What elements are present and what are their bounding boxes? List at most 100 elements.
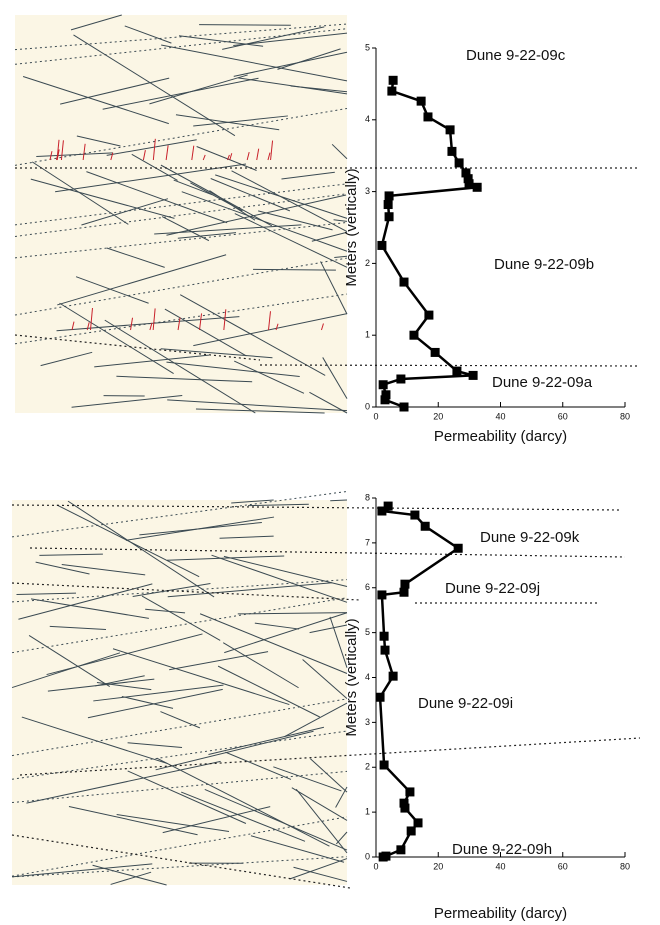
sketch-mark [110, 152, 114, 161]
sketch-stroke [330, 499, 348, 502]
sketch-stroke [233, 32, 348, 46]
sketch-stroke [204, 788, 348, 851]
sketch-mark [229, 153, 233, 161]
annotation: Dune 9-22-09j [445, 580, 540, 597]
y-tick-label: 8 [365, 492, 370, 502]
data-point [381, 390, 391, 400]
boundary [11, 504, 621, 511]
sketch-stroke [222, 26, 325, 50]
sketch-bedding [11, 490, 348, 538]
data-point [406, 826, 416, 836]
sketch-mark [60, 140, 64, 161]
sketch-lines [11, 490, 348, 886]
sketch-mark [320, 323, 324, 331]
sketch-stroke [199, 613, 348, 674]
sketch-stroke [167, 399, 348, 412]
sketch-stroke [295, 788, 348, 854]
sketch-stroke [26, 760, 221, 804]
sketch-stroke [127, 770, 247, 824]
y-tick-label: 6 [365, 582, 370, 592]
annotation: Dune 9-22-09c [466, 47, 566, 64]
data-point [464, 179, 474, 189]
sketch-stroke [217, 665, 320, 718]
sketch-stroke [329, 616, 348, 668]
data-point [423, 112, 433, 122]
data-point [399, 587, 409, 597]
sketch-stroke [94, 354, 209, 368]
annotation: Dune 9-22-09k [480, 529, 580, 546]
sketch-stroke [289, 858, 348, 880]
x-tick-label: 60 [558, 861, 568, 871]
y-tick-label: 3 [365, 186, 370, 196]
sketch-stroke [173, 179, 213, 196]
sketch-stroke [39, 553, 103, 556]
sketch-stroke [55, 163, 247, 193]
data-point [424, 310, 434, 320]
sketch-mark [55, 151, 59, 161]
boundary [14, 334, 261, 361]
sketch-mark [165, 145, 169, 161]
sketch-mark [82, 143, 86, 161]
boundary [11, 582, 361, 601]
x-tick-label: 40 [495, 861, 505, 871]
sketch-bedding [11, 816, 348, 877]
data-point [384, 191, 394, 201]
data-point [384, 212, 394, 222]
data-point [463, 174, 473, 184]
sketch-stroke [132, 583, 211, 597]
sketch-stroke [166, 194, 347, 236]
data-point [380, 395, 390, 405]
sketch-stroke [237, 612, 348, 615]
sketch-stroke [258, 210, 333, 231]
sketch-stroke [248, 503, 309, 507]
data-point [388, 75, 398, 85]
data-point [461, 168, 471, 178]
data-point [445, 125, 455, 135]
sketch-stroke [46, 633, 203, 676]
sketch-stroke [166, 555, 285, 561]
sketch-mark [71, 321, 75, 331]
x-tick-label: 80 [620, 411, 630, 421]
sketch-stroke [116, 814, 230, 832]
y-tick-label: 4 [365, 672, 370, 682]
sketch-stroke [210, 178, 291, 212]
data-point [400, 579, 410, 589]
sketch-stroke [106, 247, 165, 268]
sketch-stroke [335, 831, 348, 845]
sketch-stroke [302, 659, 348, 699]
sketch-mark [256, 148, 260, 161]
sketch-stroke [166, 361, 300, 378]
sketch-mark [226, 154, 230, 161]
sketch-stroke [190, 182, 243, 212]
boundary [19, 737, 641, 776]
data-point [410, 510, 420, 520]
y-tick-label: 5 [365, 42, 370, 52]
sketch-mark [177, 317, 181, 331]
data-point [380, 645, 390, 655]
data-point [452, 366, 462, 376]
sketch-stroke [40, 351, 93, 367]
sketch-stroke [22, 75, 169, 125]
sketch-stroke [145, 608, 186, 614]
x-tick-label: 0 [373, 411, 378, 421]
sketch-stroke [193, 115, 288, 127]
sketch-mark [267, 311, 271, 331]
sketch-stroke [81, 198, 169, 226]
sketch-stroke [31, 161, 129, 225]
data-point [472, 182, 482, 192]
sketch-stroke [141, 595, 221, 641]
sketch-stroke [250, 835, 345, 863]
sketch-stroke [149, 74, 248, 105]
sketch-mark [199, 313, 203, 331]
data-point [399, 798, 409, 808]
data-point [383, 501, 393, 511]
y-tick-label: 7 [365, 537, 370, 547]
y-tick-label: 1 [365, 807, 370, 817]
x-axis-title: Permeability (darcy) [434, 428, 567, 445]
sketch-stroke [155, 730, 314, 771]
sketch-stroke [290, 85, 348, 93]
sketch-stroke [331, 143, 348, 160]
sketch-stroke [102, 77, 259, 110]
sketch-stroke [277, 48, 341, 70]
y-axis-title: Meters (vertically) [343, 618, 360, 736]
